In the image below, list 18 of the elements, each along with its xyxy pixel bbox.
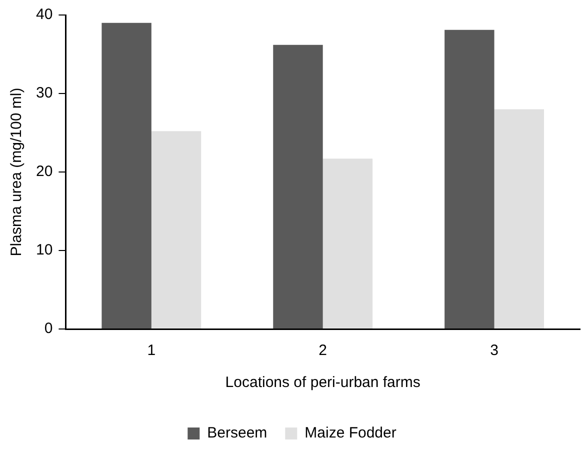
bar <box>444 30 494 328</box>
legend-label: Berseem <box>207 424 268 442</box>
legend-label: Maize Fodder <box>304 424 396 442</box>
x-axis-title: Locations of peri-urban farms <box>225 374 420 392</box>
bar <box>322 158 373 328</box>
y-tick-label: 0 <box>44 320 53 338</box>
y-tick-label: 20 <box>36 163 53 180</box>
bar <box>102 22 152 328</box>
y-tick-label: 30 <box>36 84 53 102</box>
bar <box>494 109 544 328</box>
y-axis-title: Plasma urea (mg/100 ml) <box>8 88 26 256</box>
y-tick-label: 10 <box>36 242 53 259</box>
bar <box>151 131 202 328</box>
x-tick-label: 1 <box>147 342 156 360</box>
x-tick-label: 2 <box>318 342 328 360</box>
x-tick-label: 3 <box>490 342 498 360</box>
bar <box>273 44 323 328</box>
y-tick-label: 40 <box>36 6 53 24</box>
